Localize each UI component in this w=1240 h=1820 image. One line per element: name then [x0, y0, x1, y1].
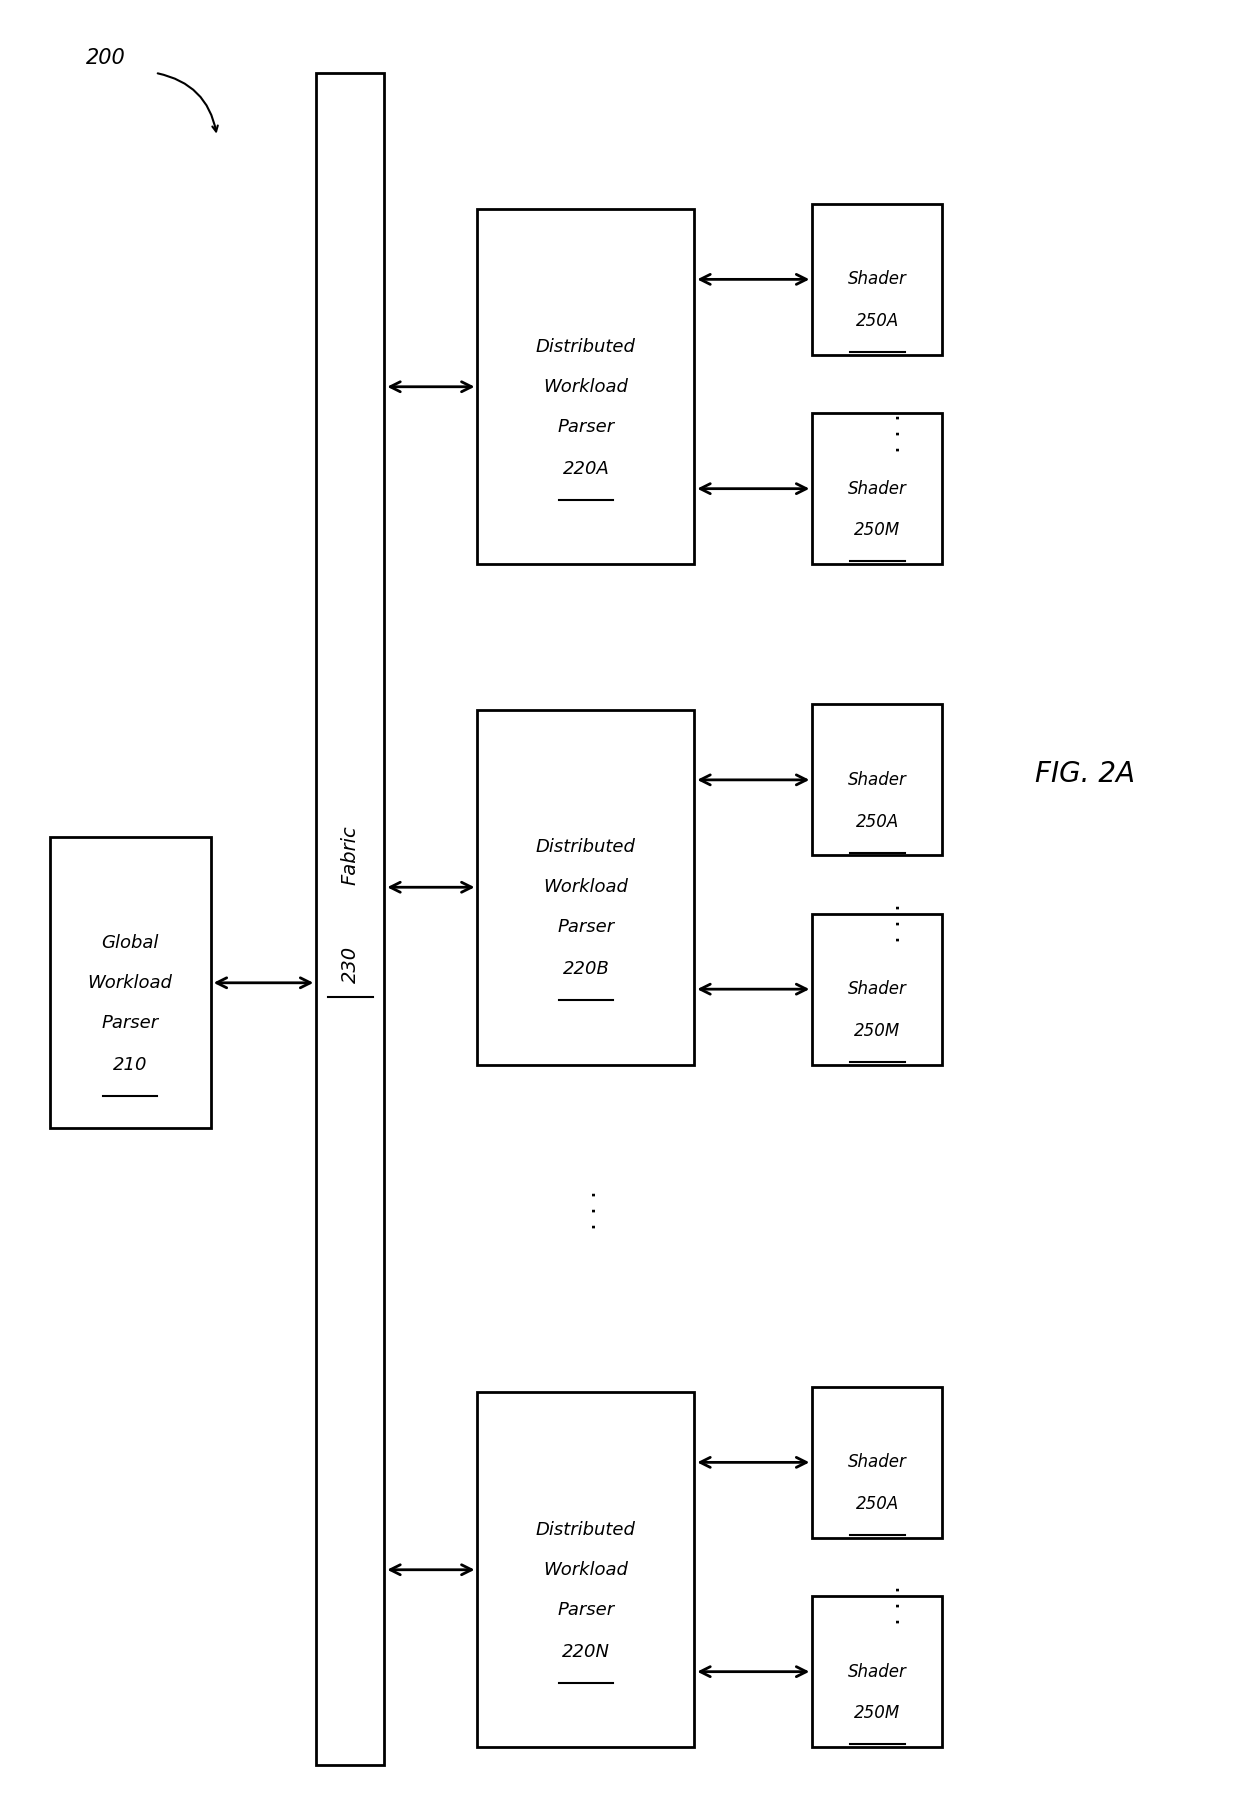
- Text: Parser: Parser: [557, 419, 615, 435]
- Text: FIG. 2A: FIG. 2A: [1035, 759, 1135, 788]
- Text: Fabric: Fabric: [341, 826, 360, 885]
- Bar: [812, 914, 942, 1065]
- Text: 220A: 220A: [563, 460, 609, 477]
- Text: Parser: Parser: [557, 1602, 615, 1618]
- Text: Distributed: Distributed: [536, 339, 636, 355]
- Bar: [477, 710, 694, 1065]
- Text: . . .: . . .: [880, 413, 905, 453]
- Text: . . .: . . .: [577, 1190, 601, 1230]
- Text: 200: 200: [86, 49, 125, 67]
- Bar: [50, 837, 211, 1128]
- Text: Global: Global: [102, 934, 159, 952]
- Text: 230: 230: [341, 946, 360, 983]
- Text: Workload: Workload: [543, 879, 629, 895]
- Bar: [477, 1392, 694, 1747]
- Text: 250A: 250A: [856, 313, 899, 329]
- Bar: [812, 413, 942, 564]
- Text: . . .: . . .: [880, 1585, 905, 1625]
- Text: Parser: Parser: [102, 1014, 159, 1032]
- Bar: [316, 73, 384, 1765]
- Bar: [812, 1387, 942, 1538]
- Bar: [812, 1596, 942, 1747]
- Text: 250A: 250A: [856, 1496, 899, 1512]
- Text: Shader: Shader: [848, 480, 906, 497]
- Text: 220B: 220B: [563, 961, 609, 977]
- Text: Shader: Shader: [848, 981, 906, 997]
- Text: Shader: Shader: [848, 1454, 906, 1471]
- Text: Workload: Workload: [543, 1562, 629, 1578]
- Text: 210: 210: [113, 1056, 148, 1074]
- Text: Shader: Shader: [848, 1663, 906, 1680]
- Text: 250M: 250M: [854, 1704, 900, 1722]
- Bar: [477, 209, 694, 564]
- Text: . . .: . . .: [880, 903, 905, 943]
- Bar: [812, 704, 942, 855]
- Text: 250A: 250A: [856, 812, 899, 830]
- Bar: [812, 204, 942, 355]
- Text: Workload: Workload: [543, 379, 629, 395]
- Text: Parser: Parser: [557, 919, 615, 935]
- Text: Distributed: Distributed: [536, 839, 636, 855]
- Text: Distributed: Distributed: [536, 1522, 636, 1538]
- Text: Workload: Workload: [88, 974, 172, 992]
- Text: 250M: 250M: [854, 522, 900, 539]
- Text: Shader: Shader: [848, 271, 906, 288]
- Text: Shader: Shader: [848, 772, 906, 788]
- Text: 220N: 220N: [562, 1642, 610, 1660]
- Text: 250M: 250M: [854, 1023, 900, 1039]
